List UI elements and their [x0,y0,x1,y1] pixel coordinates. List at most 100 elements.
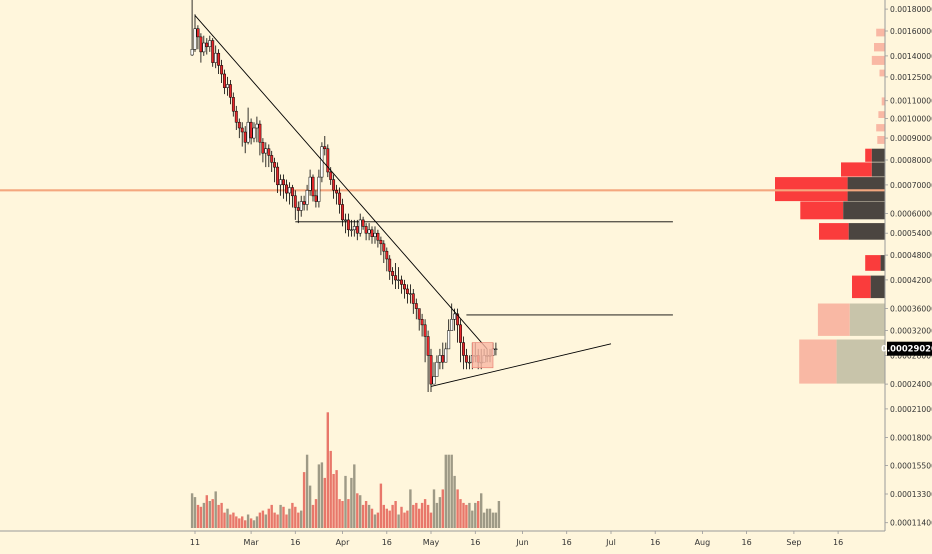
candle [441,342,445,370]
candle-body [400,279,403,285]
candle [370,226,374,244]
volume-bar [391,504,394,528]
volume-profile-bar [865,255,881,271]
candle-body [388,258,392,272]
volume-bar [394,501,397,528]
y-tick-label: 0.00060000 [890,210,932,219]
candle [417,308,421,331]
candle [367,223,371,241]
candle-body [199,36,203,53]
y-tick-label: 0.00015500 [890,462,932,471]
candle [302,195,306,211]
volume-bar [291,502,294,528]
candle-body [223,73,226,88]
candles [190,0,498,392]
candle [462,336,465,370]
volume-bars [190,412,501,528]
candle [352,219,356,237]
volume-profile-bar-dark [843,201,885,220]
candle-body [411,293,415,304]
candle-body [373,232,377,237]
volume-profile-bar [876,28,885,37]
x-tick-label: Jul [605,538,616,547]
volume-bar [438,497,442,528]
y-tick-label: 0.00140000 [890,52,932,61]
candle [205,38,209,55]
volume-bar [385,508,388,528]
volume-bar [238,518,241,528]
candle-body [267,148,271,156]
volume-bar [314,499,318,528]
volume-bar [382,504,385,528]
candle-body [228,84,232,98]
candle-body [190,49,194,56]
volume-profile-bar-dark [880,255,885,271]
candle [296,201,300,224]
volume-bar [202,502,206,528]
volume-profile-bar-dark [836,339,885,384]
volume-bar [276,514,279,528]
volume-bar [300,510,303,528]
candle-body [432,376,436,385]
volume-bar [302,472,306,528]
x-tick-label: 16 [470,538,480,547]
volume-profile-bar-dark [870,275,885,299]
volume-bar [294,506,297,528]
candle-body [338,192,342,205]
candle [338,187,342,214]
candle-body [364,226,368,234]
candle-body [358,219,362,234]
candle [249,118,253,145]
candle-body [287,187,291,194]
volume-bar [367,504,371,528]
candle-body [234,110,238,123]
volume-bar [370,508,374,528]
volume-profile-bar-dark [871,162,885,177]
candle [379,236,383,256]
candle-body [217,52,221,66]
volume-profile-bar [799,339,837,384]
candle-body [240,127,244,133]
candle [226,76,229,96]
volume-bar [376,512,380,528]
candle [255,116,259,143]
volume-bar [423,499,427,528]
ascending-trendline [430,343,612,387]
current-price-box [887,341,932,356]
candle-body [193,28,197,50]
volume-bar [220,502,223,528]
candle-body [462,342,465,356]
y-tick-label: 0.00011400 [890,519,932,528]
volume-bar [373,514,377,528]
candle [323,136,327,156]
candle [320,142,324,183]
volume-bar [403,512,406,528]
candle [305,184,309,211]
candle-body [453,313,457,320]
candle [237,118,241,139]
candle-body [308,176,312,191]
horizontal-levels [0,189,885,316]
volume-bar [491,512,495,528]
candle [246,107,250,145]
candle [447,319,451,350]
y-tick-label: 0.00100000 [890,115,932,124]
volume-profile-bar [775,177,848,202]
candle-body [305,190,309,205]
volume-profile-bar [817,303,850,336]
y-tick-label: 0.00024000 [890,380,932,389]
candle-body [370,229,374,237]
volume-bar [252,520,256,528]
volume-bar [412,504,415,528]
volume-bar [285,514,288,528]
volume-bar [217,504,220,528]
volume-bar [353,464,356,528]
x-tick-label: 16 [290,538,300,547]
volume-bar [344,475,347,528]
candle-body [302,201,306,205]
candle [459,319,462,363]
volume-bar [341,501,344,528]
candle-body [299,201,303,211]
